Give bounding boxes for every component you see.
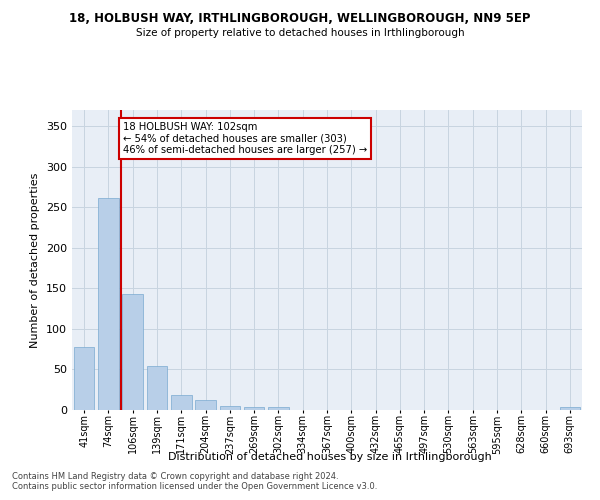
Text: Size of property relative to detached houses in Irthlingborough: Size of property relative to detached ho… <box>136 28 464 38</box>
Bar <box>268 407 289 410</box>
Bar <box>122 294 143 410</box>
Text: Contains public sector information licensed under the Open Government Licence v3: Contains public sector information licen… <box>12 482 377 491</box>
Bar <box>560 407 580 410</box>
Bar <box>74 347 94 410</box>
Text: 18, HOLBUSH WAY, IRTHLINGBOROUGH, WELLINGBOROUGH, NN9 5EP: 18, HOLBUSH WAY, IRTHLINGBOROUGH, WELLIN… <box>69 12 531 26</box>
Bar <box>220 406 240 410</box>
Bar <box>171 394 191 410</box>
Y-axis label: Number of detached properties: Number of detached properties <box>31 172 40 348</box>
Bar <box>244 407 265 410</box>
Text: Contains HM Land Registry data © Crown copyright and database right 2024.: Contains HM Land Registry data © Crown c… <box>12 472 338 481</box>
Bar <box>195 400 216 410</box>
Bar <box>98 198 119 410</box>
Text: Distribution of detached houses by size in Irthlingborough: Distribution of detached houses by size … <box>168 452 492 462</box>
Text: 18 HOLBUSH WAY: 102sqm
← 54% of detached houses are smaller (303)
46% of semi-de: 18 HOLBUSH WAY: 102sqm ← 54% of detached… <box>123 122 367 156</box>
Bar <box>146 366 167 410</box>
